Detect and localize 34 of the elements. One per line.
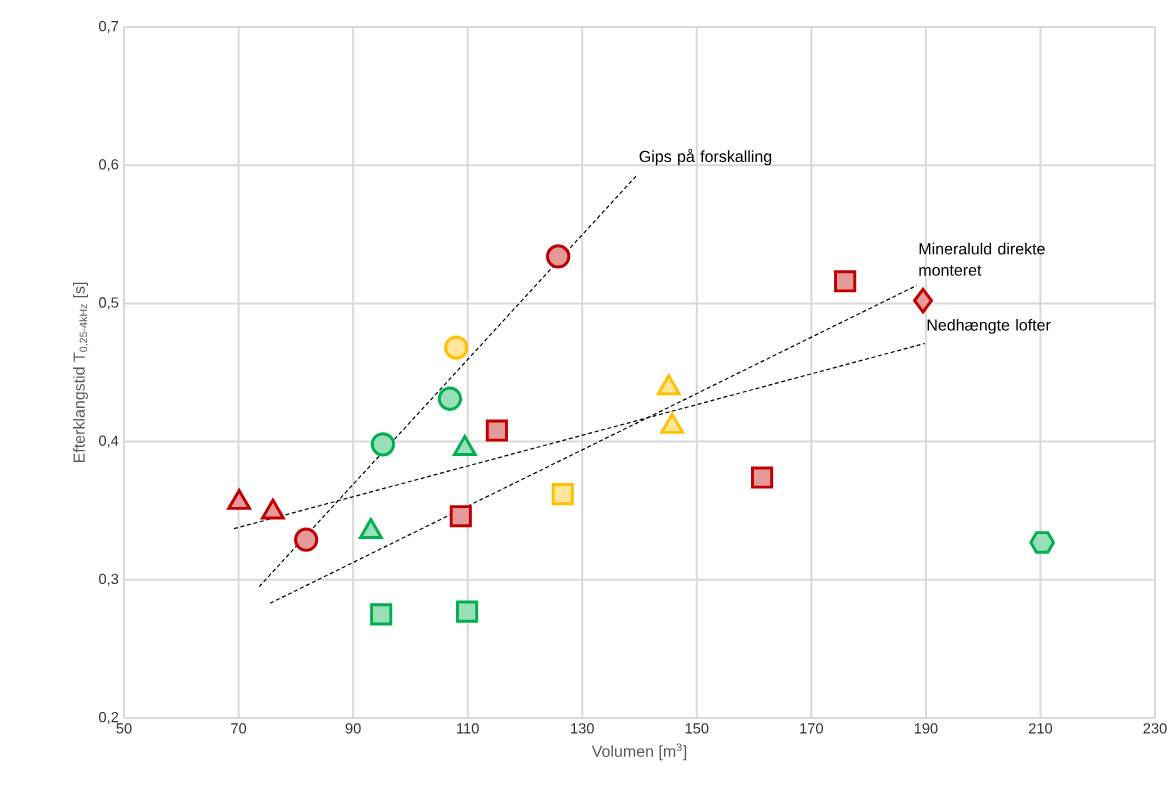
x-tick-label: 190	[914, 723, 938, 734]
point	[834, 270, 857, 293]
y-tick-label: 0,4	[99, 435, 119, 448]
x-tick-label: 150	[685, 723, 709, 734]
x-tick-label: 170	[800, 723, 823, 734]
x-tick-label: 50	[116, 723, 132, 734]
x-axis-title: Volumen [m$^{3}$]	[591, 743, 687, 761]
x-tick-label: 130	[571, 723, 594, 734]
y-tick-label: 0,3	[99, 573, 119, 586]
x-tick-label: 110	[457, 723, 479, 734]
x-tick-label: 90	[345, 723, 361, 734]
annotation: Nedhængte lofter	[927, 318, 1051, 334]
point	[449, 505, 472, 528]
point	[751, 466, 774, 489]
x-tick-label: 210	[1028, 723, 1053, 734]
point	[1029, 531, 1055, 554]
annotation: Gips på forskalling	[639, 149, 772, 166]
point	[370, 603, 393, 626]
point	[551, 483, 574, 506]
x-tick-label: 70	[231, 723, 247, 734]
y-tick-label: 0,7	[99, 20, 119, 34]
point	[370, 432, 396, 457]
annotation: Mineraluld direkte monteret	[919, 242, 1045, 276]
point	[456, 600, 479, 623]
y-axis-title: Efterklangstid T$_{0,25-4kHz}$ [s]	[73, 282, 89, 463]
point	[546, 244, 571, 269]
point	[437, 386, 463, 411]
point	[485, 419, 508, 442]
point	[444, 335, 469, 360]
point	[913, 287, 933, 314]
y-tick-label: 0,6	[99, 159, 119, 172]
x-tick-label: 230	[1143, 723, 1167, 734]
y-tick-label: 0,5	[99, 297, 119, 310]
point	[294, 527, 319, 552]
